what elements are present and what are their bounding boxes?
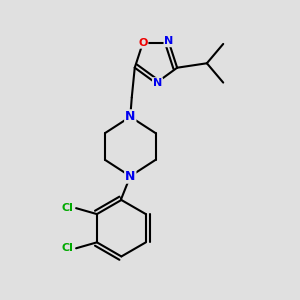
Text: Cl: Cl [62,203,74,213]
Text: Cl: Cl [62,243,74,253]
Text: N: N [125,170,136,183]
Text: N: N [153,78,162,88]
Text: N: N [164,36,174,46]
Text: O: O [138,38,148,48]
Text: N: N [125,110,136,123]
